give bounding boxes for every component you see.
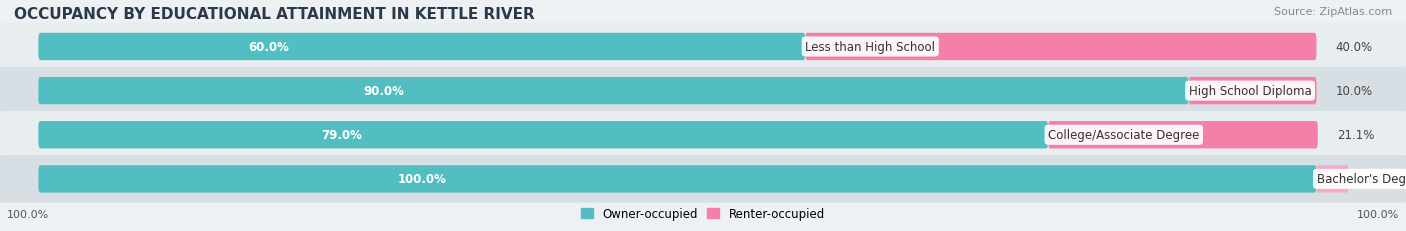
Text: 100.0%: 100.0% xyxy=(7,210,49,219)
Text: 21.1%: 21.1% xyxy=(1337,129,1374,142)
Text: 90.0%: 90.0% xyxy=(363,85,404,98)
FancyBboxPatch shape xyxy=(1316,165,1348,193)
FancyBboxPatch shape xyxy=(1188,78,1316,105)
FancyBboxPatch shape xyxy=(1047,122,1317,149)
FancyBboxPatch shape xyxy=(38,34,806,61)
Text: 100.0%: 100.0% xyxy=(1357,210,1399,219)
FancyBboxPatch shape xyxy=(0,111,1406,159)
FancyBboxPatch shape xyxy=(38,78,1188,105)
FancyBboxPatch shape xyxy=(0,155,1406,203)
Text: 40.0%: 40.0% xyxy=(1336,41,1372,54)
Legend: Owner-occupied, Renter-occupied: Owner-occupied, Renter-occupied xyxy=(576,203,830,225)
FancyBboxPatch shape xyxy=(806,34,1316,61)
Text: Less than High School: Less than High School xyxy=(806,41,935,54)
Text: 100.0%: 100.0% xyxy=(398,173,446,185)
FancyBboxPatch shape xyxy=(38,122,1047,149)
Text: 10.0%: 10.0% xyxy=(1336,85,1372,98)
Text: 60.0%: 60.0% xyxy=(247,41,288,54)
FancyBboxPatch shape xyxy=(0,24,1406,71)
Text: Source: ZipAtlas.com: Source: ZipAtlas.com xyxy=(1274,7,1392,17)
Text: 79.0%: 79.0% xyxy=(321,129,361,142)
Text: OCCUPANCY BY EDUCATIONAL ATTAINMENT IN KETTLE RIVER: OCCUPANCY BY EDUCATIONAL ATTAINMENT IN K… xyxy=(14,7,534,22)
FancyBboxPatch shape xyxy=(38,165,1316,193)
Text: High School Diploma: High School Diploma xyxy=(1188,85,1312,98)
Text: 0.0%: 0.0% xyxy=(1368,173,1398,185)
Text: College/Associate Degree: College/Associate Degree xyxy=(1047,129,1199,142)
FancyBboxPatch shape xyxy=(0,67,1406,115)
Text: Bachelor's Degree or higher: Bachelor's Degree or higher xyxy=(1316,173,1406,185)
